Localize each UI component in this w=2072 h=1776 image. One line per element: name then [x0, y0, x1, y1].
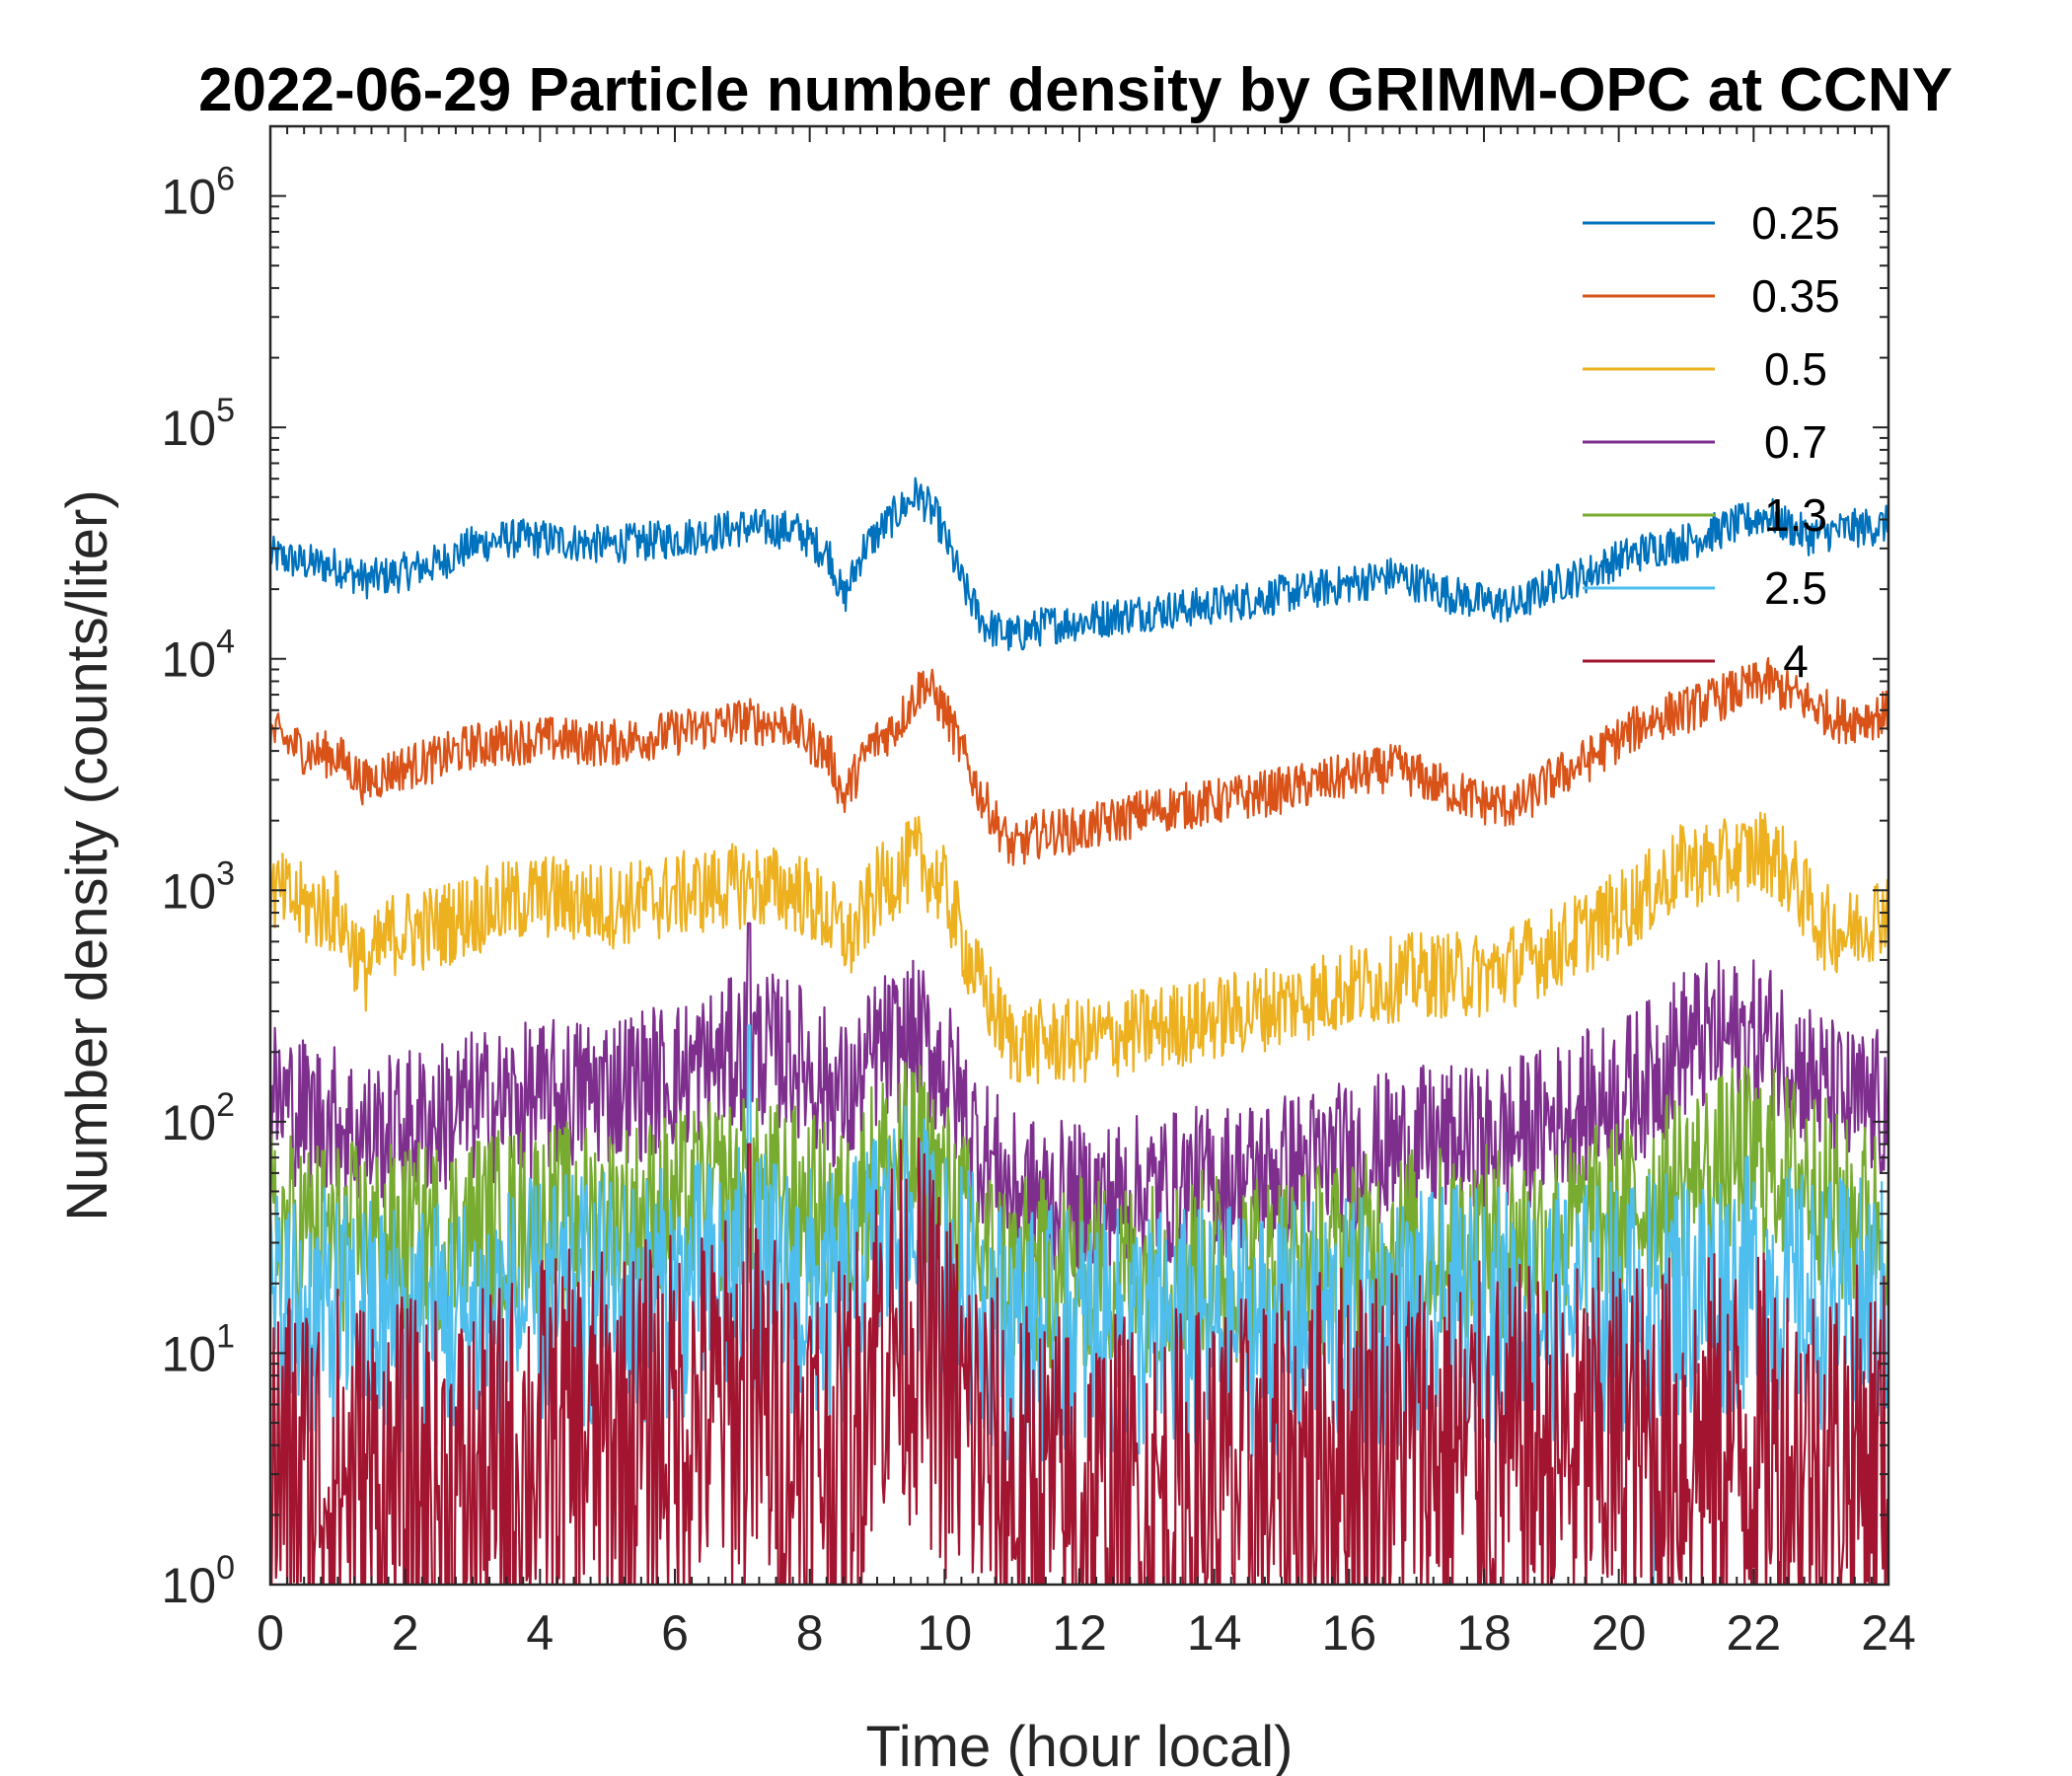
series-line-0-7 [270, 922, 1888, 1280]
x-tick-label: 22 [1727, 1605, 1782, 1661]
x-tick-label: 16 [1322, 1605, 1377, 1661]
x-axis-label: Time (hour local) [866, 1715, 1294, 1776]
legend[interactable]: 0.25 0.35 0.5 0.7 1.3 2.5 4 [1583, 197, 1840, 687]
legend-label: 4 [1783, 635, 1809, 687]
series-line-0-5 [270, 811, 1888, 1085]
x-tick-label: 8 [796, 1605, 824, 1661]
legend-label: 0.5 [1764, 343, 1827, 395]
y-tick-label: 105 [161, 392, 235, 456]
y-tick-label: 106 [161, 161, 235, 225]
series-line-0-35 [270, 656, 1888, 866]
x-tick-label: 14 [1187, 1605, 1242, 1661]
x-tick-label: 6 [661, 1605, 689, 1661]
y-tick-label: 101 [161, 1317, 235, 1381]
y-tick-label: 100 [161, 1549, 235, 1613]
legend-label: 0.35 [1751, 270, 1840, 322]
x-tick-label: 20 [1591, 1605, 1647, 1661]
legend-label: 0.25 [1751, 197, 1840, 249]
legend-label: 0.7 [1764, 416, 1827, 468]
chart-title: 2022-06-29 Particle number density by GR… [198, 56, 1953, 124]
legend-label: 2.5 [1764, 562, 1827, 614]
legend-label: 1.3 [1764, 489, 1827, 541]
x-tick-label: 12 [1052, 1605, 1107, 1661]
y-tick-label: 102 [161, 1086, 235, 1150]
ticks-layer: 0 2 4 6 8 10 12 14 16 18 20 22 241001011021031041051… [161, 125, 1916, 1661]
x-tick-label: 4 [526, 1605, 554, 1661]
x-tick-label: 10 [918, 1605, 973, 1661]
x-tick-label: 0 [257, 1605, 284, 1661]
x-tick-label: 24 [1861, 1605, 1916, 1661]
y-tick-label: 104 [161, 624, 235, 688]
y-axis-label: Number density (counts/liter) [55, 489, 119, 1221]
x-tick-label: 18 [1456, 1605, 1512, 1661]
y-tick-label: 103 [161, 854, 235, 919]
series-layer [270, 477, 1888, 1585]
series-line-0-25 [270, 477, 1888, 652]
x-tick-label: 2 [392, 1605, 419, 1661]
